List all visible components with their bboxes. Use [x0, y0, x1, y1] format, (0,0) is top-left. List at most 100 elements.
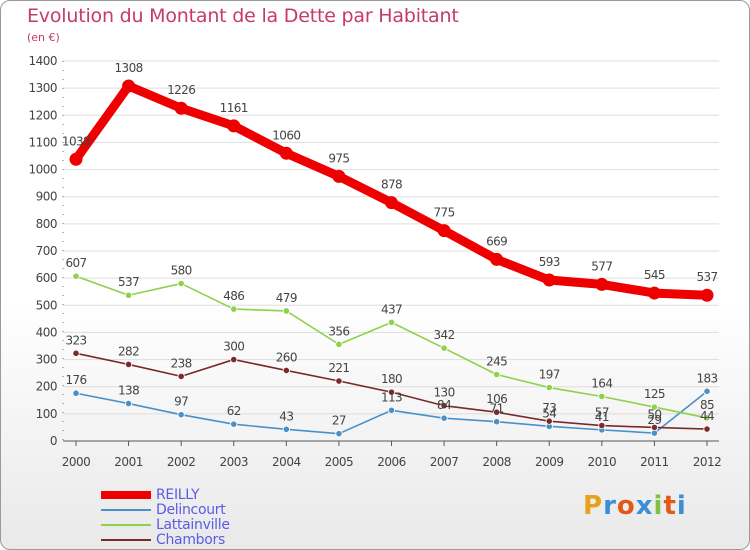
data-label-delincourt: 176 [65, 373, 86, 387]
data-point-lattainville [598, 392, 606, 401]
data-label-reilly: 975 [328, 151, 349, 165]
data-point-delincourt [335, 430, 343, 438]
data-point-lattainville [545, 383, 553, 392]
data-point-delincourt [230, 420, 238, 428]
x-tick-label: 2005 [325, 455, 354, 469]
y-tick-label: 1400 [28, 54, 57, 68]
data-label-reilly: 545 [644, 268, 665, 282]
x-tick-label: 2004 [272, 455, 301, 469]
y-tick-label: 1100 [28, 135, 57, 149]
y-tick-label: 200 [36, 380, 57, 394]
data-point-chambors [440, 402, 448, 410]
y-tick-label: 600 [36, 271, 57, 285]
data-point-reilly [542, 273, 556, 287]
data-label-chambors: 282 [118, 344, 139, 358]
data-label-chambors: 260 [276, 350, 297, 364]
data-point-chambors [703, 425, 711, 433]
data-point-chambors [124, 360, 133, 369]
x-tick-label: 2011 [640, 455, 669, 469]
data-point-lattainville [282, 307, 290, 315]
data-point-chambors [545, 417, 553, 425]
x-tick-label: 2001 [114, 455, 143, 469]
data-point-reilly [385, 196, 398, 210]
data-point-delincourt [440, 414, 448, 422]
data-point-chambors [282, 366, 290, 375]
data-label-delincourt: 54 [542, 406, 556, 420]
data-point-lattainville [177, 279, 185, 288]
y-tick-label: 100 [36, 407, 57, 421]
data-label-reilly: 1308 [115, 61, 143, 75]
data-label-chambors: 73 [542, 401, 556, 415]
data-label-chambors: 238 [171, 356, 192, 370]
data-point-reilly [700, 288, 714, 302]
x-tick-label: 2003 [219, 455, 248, 469]
data-point-lattainville [124, 291, 133, 299]
legend-label: Chambors [156, 532, 225, 548]
logo-letter: t [663, 491, 677, 521]
data-label-chambors: 180 [381, 372, 402, 386]
data-label-delincourt: 29 [647, 413, 661, 427]
data-point-lattainville [650, 403, 659, 411]
legend-label: REILLY [156, 487, 200, 503]
data-point-lattainville [335, 340, 343, 348]
data-point-reilly [332, 169, 346, 183]
logo-letter: i [676, 491, 687, 521]
data-point-lattainville [703, 414, 711, 422]
legend-swatch [101, 539, 151, 541]
data-label-lattainville: 437 [381, 302, 402, 316]
data-point-lattainville [440, 344, 448, 352]
data-label-delincourt: 43 [279, 409, 293, 423]
data-label-chambors: 44 [700, 409, 714, 423]
data-label-chambors: 300 [223, 340, 244, 354]
unit-label: (en €) [27, 31, 60, 44]
data-label-lattainville: 85 [700, 398, 714, 412]
data-label-delincourt: 71 [490, 402, 504, 416]
data-point-reilly [122, 79, 136, 93]
logo-letter: r [603, 491, 617, 521]
data-point-reilly [647, 286, 661, 300]
data-label-lattainville: 356 [328, 324, 349, 338]
data-label-chambors: 50 [647, 407, 661, 421]
logo-letter: o [616, 491, 636, 521]
x-tick-label: 2012 [693, 455, 722, 469]
data-label-lattainville: 342 [434, 328, 455, 342]
y-tick-label: 1200 [28, 108, 57, 122]
data-label-chambors: 130 [434, 386, 455, 400]
data-point-reilly [174, 101, 188, 115]
x-tick-label: 2006 [377, 455, 406, 469]
data-point-lattainville [72, 272, 80, 280]
data-label-reilly: 1161 [220, 101, 248, 115]
data-label-reilly: 537 [696, 270, 717, 284]
data-label-reilly: 775 [434, 206, 455, 220]
proxiti-logo: Proxiti [583, 491, 687, 521]
data-label-chambors: 106 [486, 392, 507, 406]
data-label-delincourt: 97 [174, 395, 188, 409]
legend-label: Lattainville [156, 517, 230, 533]
data-label-reilly: 593 [539, 255, 560, 269]
data-label-delincourt: 138 [118, 384, 139, 398]
data-label-reilly: 878 [381, 178, 402, 192]
data-point-reilly [595, 277, 609, 291]
legend-swatch [101, 509, 151, 511]
data-label-reilly: 669 [486, 234, 507, 248]
data-point-delincourt [282, 425, 290, 433]
data-label-delincourt: 113 [381, 390, 402, 404]
data-label-chambors: 323 [65, 333, 86, 347]
y-tick-label: 400 [36, 325, 57, 339]
data-label-lattainville: 245 [486, 355, 507, 369]
logo-letter: i [653, 491, 664, 521]
data-point-chambors [177, 372, 185, 380]
x-tick-label: 2002 [167, 455, 196, 469]
data-label-lattainville: 537 [118, 275, 139, 289]
data-label-reilly: 1226 [167, 83, 195, 97]
data-label-lattainville: 580 [171, 264, 192, 278]
data-point-reilly [227, 119, 241, 133]
y-tick-label: 700 [36, 244, 57, 258]
data-point-chambors [650, 423, 659, 432]
data-label-lattainville: 607 [65, 256, 86, 270]
data-point-lattainville [493, 370, 501, 379]
x-tick-label: 2010 [588, 455, 617, 469]
data-label-reilly: 577 [591, 259, 612, 273]
